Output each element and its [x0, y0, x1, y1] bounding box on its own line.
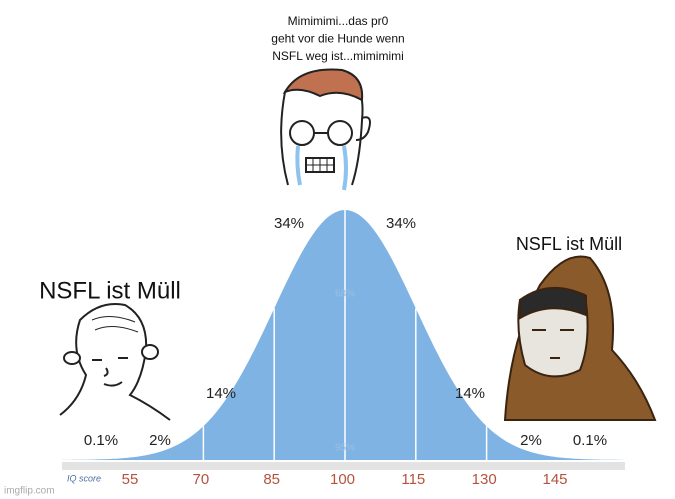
simple-character — [59, 303, 171, 421]
iq-tick-label: 55 — [122, 471, 139, 488]
crying-character — [280, 68, 371, 191]
percent-label: 68% — [335, 289, 355, 300]
labels: Mimimimi...das pr0 geht vor die Hunde wen… — [4, 14, 622, 496]
iq-tick-label: 85 — [263, 471, 280, 488]
axis-bar — [62, 462, 625, 470]
dividers — [202, 210, 488, 460]
percent-label: 0.1% — [84, 432, 118, 449]
percent-label: 95% — [335, 443, 355, 454]
iq-tick-label: 115 — [401, 471, 425, 488]
right-caption: NSFL ist Müll — [516, 234, 622, 254]
iq-tick-label: 100 — [330, 471, 355, 488]
iq-tick-label: 145 — [542, 471, 567, 488]
percent-label: 2% — [149, 432, 171, 449]
percent-label: 34% — [274, 215, 304, 232]
watermark: imgflip.com — [4, 486, 55, 497]
iq-tick-label: 70 — [192, 471, 209, 488]
top-caption: geht vor die Hunde wenn — [271, 32, 404, 46]
scale-label: IQ score — [67, 473, 101, 483]
iq-tick-label: 130 — [472, 471, 497, 488]
top-caption: NSFL weg ist...mimimimi — [272, 49, 404, 63]
percent-label: 14% — [455, 385, 485, 402]
percent-label: 14% — [206, 385, 236, 402]
top-caption: Mimimimi...das pr0 — [288, 14, 389, 28]
bell-curve — [62, 210, 625, 460]
left-caption: NSFL ist Müll — [39, 277, 181, 304]
percent-label: 2% — [520, 432, 542, 449]
percent-label: 0.1% — [573, 432, 607, 449]
percent-label: 34% — [386, 215, 416, 232]
hooded-character — [503, 255, 657, 421]
